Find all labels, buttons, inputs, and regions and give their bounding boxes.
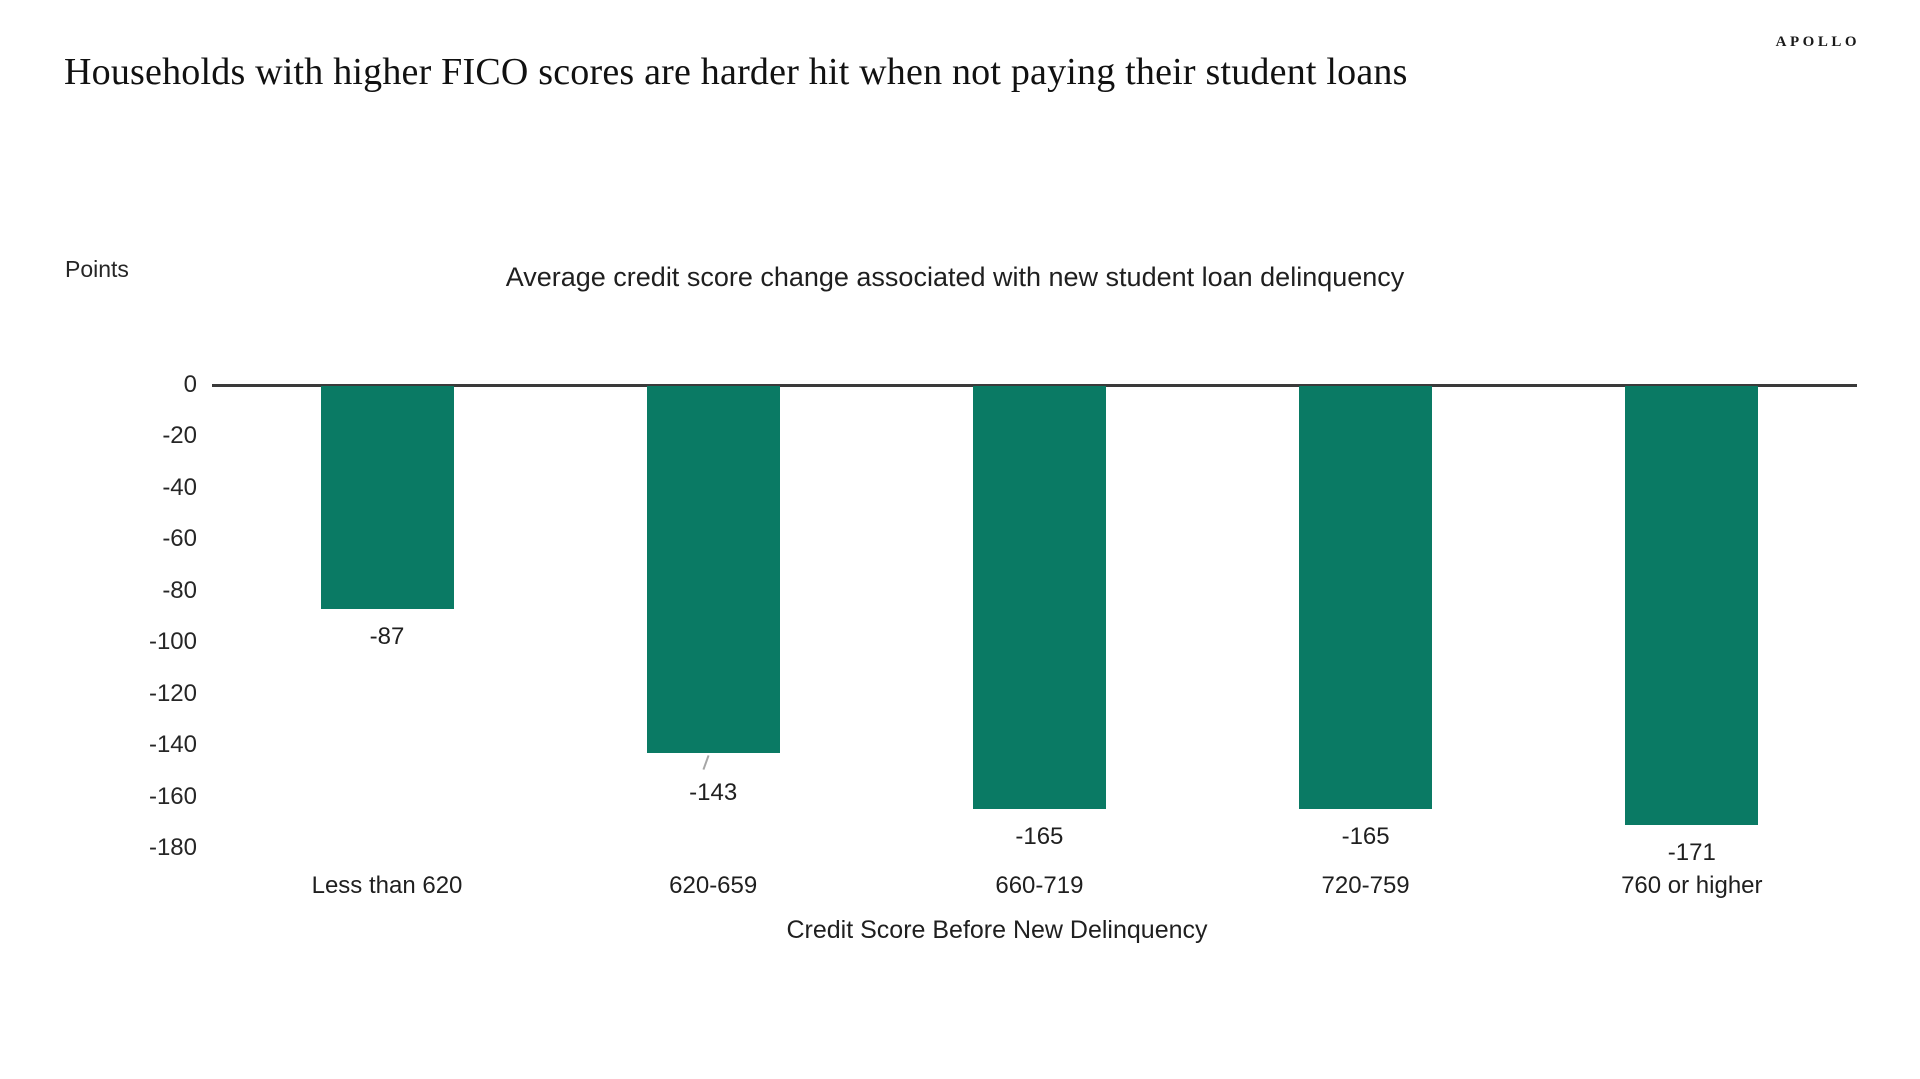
bar-value-label: -143 [689, 778, 738, 806]
y-tick-label: -100 [148, 628, 197, 656]
x-category-label: 760 or higher [1621, 872, 1763, 899]
y-tick-label: -160 [148, 782, 197, 810]
bar [972, 386, 1106, 810]
y-axis-unit-label: Points [65, 256, 129, 282]
y-tick-label: -180 [148, 834, 197, 861]
zero-axis-line [212, 384, 1857, 387]
x-category-label: 620-659 [669, 872, 758, 899]
x-axis-title: Credit Score Before New Delinquency [786, 916, 1208, 944]
bar-value-label: -87 [369, 622, 405, 650]
y-tick-label: -80 [162, 576, 197, 604]
bar [320, 386, 454, 609]
y-tick-label: -60 [162, 525, 197, 553]
chart-title: Average credit score change associated w… [505, 262, 1405, 292]
bar-value-label: -165 [1015, 823, 1064, 851]
x-category-label: 660-719 [995, 872, 1084, 899]
x-category-label: 720-759 [1321, 872, 1410, 899]
y-tick-label: -40 [162, 473, 197, 501]
bar [1625, 386, 1759, 825]
leader-line [702, 754, 710, 770]
y-tick-label: 0 [183, 371, 197, 398]
y-tick-label: -120 [148, 679, 197, 707]
y-tick-label: -140 [148, 731, 197, 759]
apollo-logo: APOLLO [1775, 34, 1860, 50]
bar-value-label: -165 [1341, 823, 1390, 851]
x-category-label: Less than 620 [311, 872, 463, 899]
y-tick-label: -20 [162, 422, 197, 450]
bar-value-label: -171 [1667, 838, 1716, 866]
page-title: Households with higher FICO scores are h… [64, 51, 1408, 93]
bar [646, 386, 780, 753]
bar [1299, 386, 1433, 810]
